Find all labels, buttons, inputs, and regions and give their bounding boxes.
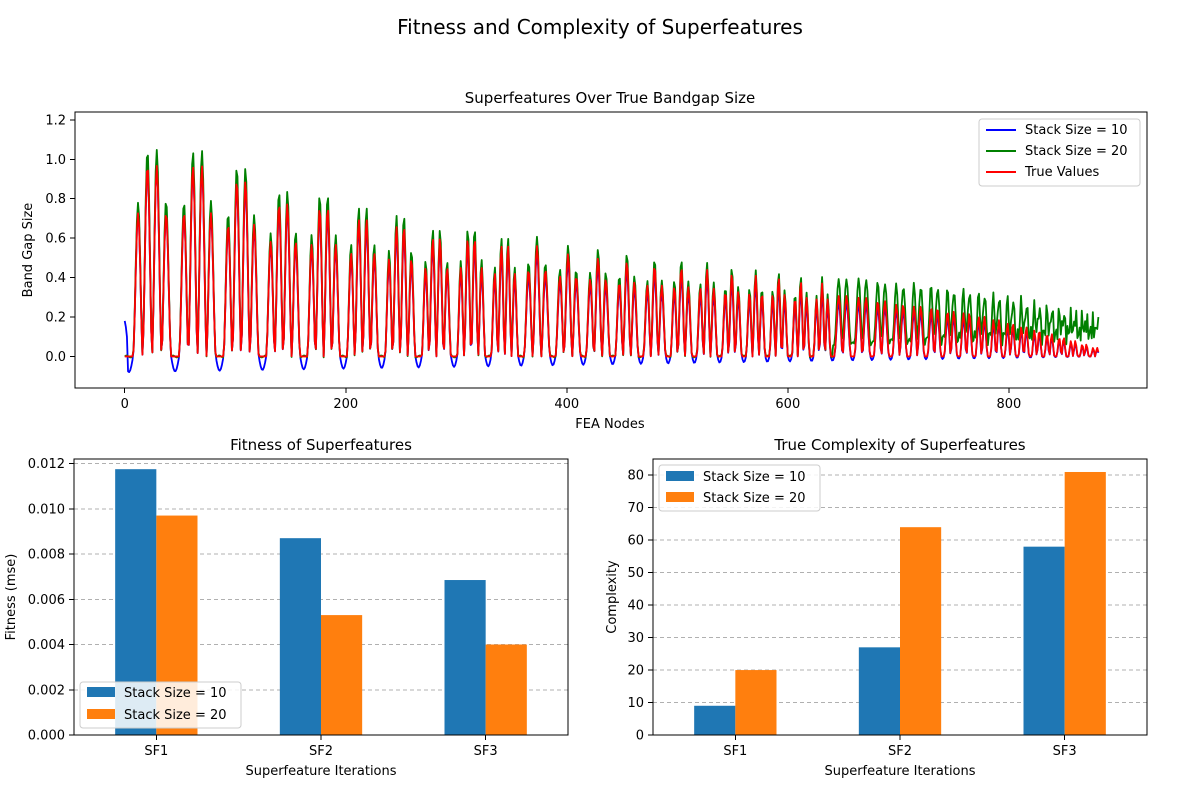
series-line-true-values — [124, 165, 1100, 358]
y-tick-label: 0.000 — [28, 729, 65, 744]
line-legend-frame — [978, 118, 1141, 187]
y-tick-label: 50 — [627, 566, 644, 581]
line-chart-x-label: FEA Nodes — [575, 417, 645, 432]
line-series-group — [123, 149, 1100, 373]
line-chart-x-ticks: 0 200 400 600 800 — [121, 388, 1021, 412]
y-tick-label: 0.004 — [28, 638, 65, 653]
bar-stack10-sf2 — [279, 538, 321, 735]
y-tick-label: 80 — [627, 469, 644, 484]
fitness-x-label: Superfeature Iterations — [245, 764, 396, 779]
y-tick-label: 0.006 — [28, 593, 65, 608]
y-tick-label: 0 — [636, 729, 644, 744]
complexity-bar-chart: True Complexity of Superfeatures SF1 SF2 S… — [605, 436, 1148, 779]
fitness-y-ticks: 0.000 0.002 0.004 0.006 0.008 0.010 0.012 — [28, 457, 74, 744]
line-chart-legend: Stack Size = 10 Stack Size = 20 True Val… — [978, 118, 1141, 187]
y-tick-label: 30 — [627, 631, 644, 646]
line-chart-title: Superfeatures Over True Bandgap Size — [465, 89, 755, 107]
bar-stack20-sf2 — [900, 527, 942, 735]
fitness-bar-chart: Fitness of Superfeatures SF1 SF2 SF3 0.000… — [4, 436, 569, 779]
y-tick-label: 70 — [627, 501, 644, 516]
x-tick-label: SF1 — [723, 744, 747, 759]
fitness-legend-label-stack10: Stack Size = 10 — [124, 686, 227, 701]
y-tick-label: 0.4 — [45, 271, 66, 286]
bar-stack20-sf3 — [485, 644, 527, 735]
y-tick-label: 40 — [627, 599, 644, 614]
complexity-y-ticks: 0 10 20 30 40 50 60 70 80 — [627, 469, 653, 744]
y-tick-label: 0.012 — [28, 457, 65, 472]
legend-label-true-values: True Values — [1024, 165, 1099, 180]
y-tick-label: 0.0 — [45, 350, 66, 365]
y-tick-label: 0.008 — [28, 548, 65, 563]
y-tick-label: 0.6 — [45, 232, 66, 247]
x-tick-label: SF2 — [888, 744, 912, 759]
fitness-y-label: Fitness (mse) — [4, 554, 19, 641]
fitness-legend: Stack Size = 10 Stack Size = 20 — [79, 681, 242, 729]
bar-stack10-sf2 — [858, 647, 900, 735]
y-tick-label: 1.0 — [45, 153, 66, 168]
complexity-legend-swatch-stack20 — [666, 492, 694, 502]
y-tick-label: 1.2 — [45, 113, 66, 128]
complexity-y-label: Complexity — [605, 560, 620, 634]
fitness-chart-title: Fitness of Superfeatures — [230, 436, 412, 454]
fitness-legend-label-stack20: Stack Size = 20 — [124, 708, 227, 723]
x-tick-label: SF1 — [144, 744, 168, 759]
y-tick-label: 0.8 — [45, 192, 66, 207]
fitness-legend-swatch-stack20 — [87, 709, 115, 719]
complexity-bars — [694, 471, 1106, 735]
x-tick-label: SF3 — [474, 744, 498, 759]
y-tick-label: 0.2 — [45, 311, 66, 326]
x-tick-label: 600 — [775, 397, 800, 412]
x-tick-label: SF2 — [309, 744, 333, 759]
complexity-legend-label-stack10: Stack Size = 10 — [703, 470, 806, 485]
complexity-legend-swatch-stack10 — [666, 471, 694, 481]
bar-stack20-sf2 — [321, 615, 363, 735]
line-chart-frame — [74, 111, 1148, 389]
line-chart-y-ticks: 0.0 0.2 0.4 0.6 0.8 1.0 1.2 — [45, 113, 75, 365]
bar-stack20-sf3 — [1064, 471, 1106, 735]
x-tick-label: 800 — [996, 397, 1021, 412]
fitness-legend-swatch-stack10 — [87, 687, 115, 697]
line-chart: Superfeatures Over True Bandgap Size 0 20… — [21, 89, 1148, 432]
fitness-legend-frame — [79, 681, 242, 729]
complexity-x-label: Superfeature Iterations — [824, 764, 975, 779]
complexity-legend: Stack Size = 10 Stack Size = 20 — [658, 464, 821, 512]
complexity-chart-title: True Complexity of Superfeatures — [773, 436, 1025, 454]
bar-stack10-sf1 — [694, 705, 736, 735]
complexity-x-ticks: SF1 SF2 SF3 — [723, 735, 1077, 759]
y-tick-label: 0.010 — [28, 502, 65, 517]
y-tick-label: 0.002 — [28, 683, 65, 698]
bar-stack20-sf1 — [735, 670, 777, 735]
x-tick-label: 400 — [554, 397, 579, 412]
complexity-legend-frame — [658, 464, 821, 512]
line-chart-y-label: Band Gap Size — [21, 203, 36, 298]
y-tick-label: 20 — [627, 664, 644, 679]
x-tick-label: 200 — [333, 397, 358, 412]
figure-title: Fitness and Complexity of Superfeatures — [397, 15, 803, 39]
complexity-legend-label-stack20: Stack Size = 20 — [703, 491, 806, 506]
y-tick-label: 60 — [627, 534, 644, 549]
legend-label-stack10: Stack Size = 10 — [1025, 123, 1128, 138]
legend-label-stack20: Stack Size = 20 — [1025, 144, 1128, 159]
x-tick-label: 0 — [121, 397, 129, 412]
y-tick-label: 10 — [627, 696, 644, 711]
bar-stack10-sf3 — [1023, 546, 1065, 735]
x-tick-label: SF3 — [1053, 744, 1077, 759]
fitness-x-ticks: SF1 SF2 SF3 — [144, 735, 498, 759]
bar-stack10-sf3 — [444, 580, 486, 735]
